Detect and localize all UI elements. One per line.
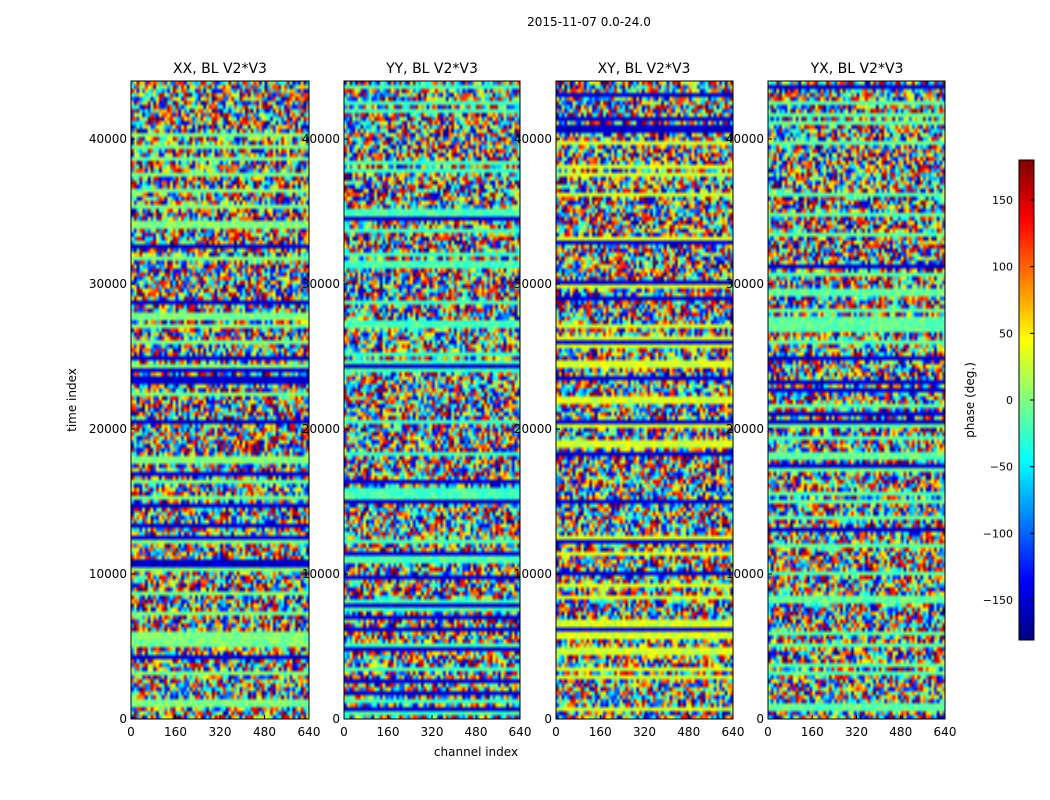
y-ticks: 40000 30000 20000 10000 0 — [89, 132, 135, 726]
x-tick-label: 320 — [845, 725, 868, 739]
y-tick-label: 10000 — [302, 567, 340, 581]
x-tick-label: 320 — [633, 725, 656, 739]
x-tick-label: 160 — [164, 725, 187, 739]
colorbar-tick-label: −50 — [990, 461, 1013, 474]
y-ticks: 40000 30000 20000 10000 0 — [514, 132, 560, 726]
y-tick-label: 30000 — [89, 277, 127, 291]
x-axis-label: channel index — [434, 745, 518, 759]
panel-xy: XY, BL V2*V3 40000 30000 20000 10000 0 0… — [514, 61, 745, 739]
x-tick-label: 640 — [722, 725, 745, 739]
y-tick-label: 10000 — [89, 567, 127, 581]
y-axis-label: time index — [65, 368, 79, 432]
x-tick-label: 160 — [377, 725, 400, 739]
y-tick-label: 0 — [119, 712, 127, 726]
x-tick-label: 0 — [764, 725, 772, 739]
y-tick-label: 10000 — [726, 567, 764, 581]
colorbar-tick-label: 100 — [992, 261, 1013, 274]
x-tick-label: 640 — [509, 725, 532, 739]
panel-yx: YX, BL V2*V3 40000 30000 20000 10000 0 0… — [726, 61, 957, 739]
y-tick-label: 0 — [544, 712, 552, 726]
x-ticks: 0 160 320 480 640 — [764, 715, 956, 739]
x-tick-label: 0 — [127, 725, 135, 739]
panel-yy: YY, BL V2*V3 40000 30000 20000 10000 0 0… — [302, 61, 532, 759]
y-tick-label: 30000 — [726, 277, 764, 291]
heatmap-image — [344, 81, 520, 719]
panel-title: XX, BL V2*V3 — [173, 61, 267, 77]
y-tick-label: 30000 — [514, 277, 552, 291]
colorbar-tick-label: 150 — [992, 194, 1013, 207]
colorbar-ticks: 150 100 50 0 −50 −100 −150 — [983, 194, 1034, 607]
y-tick-label: 40000 — [89, 132, 127, 146]
y-tick-label: 20000 — [302, 422, 340, 436]
colorbar-tick-label: 0 — [1006, 394, 1013, 407]
figure-suptitle: 2015-11-07 0.0-24.0 — [527, 15, 651, 29]
x-ticks: 0 160 320 480 640 — [127, 715, 320, 739]
y-ticks: 40000 30000 20000 10000 0 — [302, 132, 348, 726]
x-tick-label: 480 — [889, 725, 912, 739]
x-tick-label: 480 — [253, 725, 276, 739]
heatmap-xx — [131, 81, 309, 719]
x-tick-label: 160 — [589, 725, 612, 739]
y-tick-label: 40000 — [514, 132, 552, 146]
y-tick-label: 40000 — [302, 132, 340, 146]
heatmap-image — [131, 81, 309, 719]
y-tick-label: 30000 — [302, 277, 340, 291]
x-tick-label: 640 — [298, 725, 321, 739]
y-tick-label: 0 — [756, 712, 764, 726]
heatmap-yx — [768, 81, 945, 719]
x-tick-label: 320 — [209, 725, 232, 739]
y-tick-label: 0 — [332, 712, 340, 726]
heatmap-image — [556, 81, 733, 719]
x-tick-label: 480 — [677, 725, 700, 739]
y-tick-label: 20000 — [89, 422, 127, 436]
x-tick-label: 160 — [801, 725, 824, 739]
y-tick-label: 20000 — [514, 422, 552, 436]
y-tick-label: 10000 — [514, 567, 552, 581]
x-ticks: 0 160 320 480 640 — [340, 715, 531, 739]
colorbar: 150 100 50 0 −50 −100 −150 phase (deg.) — [963, 159, 1035, 641]
panel-title: YX, BL V2*V3 — [810, 61, 904, 77]
heatmap-image — [768, 81, 945, 719]
y-ticks: 40000 30000 20000 10000 0 — [726, 132, 772, 726]
y-tick-label: 40000 — [726, 132, 764, 146]
x-tick-label: 0 — [340, 725, 348, 739]
colorbar-tick-label: −150 — [983, 594, 1013, 607]
x-tick-label: 320 — [421, 725, 444, 739]
panel-title: XY, BL V2*V3 — [598, 61, 691, 77]
colorbar-tick-label: 50 — [999, 327, 1013, 340]
y-tick-label: 20000 — [726, 422, 764, 436]
x-tick-label: 480 — [465, 725, 488, 739]
colorbar-label: phase (deg.) — [963, 362, 977, 438]
panel-title: YY, BL V2*V3 — [385, 61, 478, 77]
x-tick-label: 0 — [552, 725, 560, 739]
x-tick-label: 640 — [934, 725, 957, 739]
heatmap-yy — [344, 81, 520, 719]
heatmap-xy — [556, 81, 733, 719]
x-ticks: 0 160 320 480 640 — [552, 715, 744, 739]
panel-xx: XX, BL V2*V3 40000 30000 20000 10000 0 0… — [65, 61, 320, 739]
colorbar-tick-label: −100 — [983, 527, 1013, 540]
